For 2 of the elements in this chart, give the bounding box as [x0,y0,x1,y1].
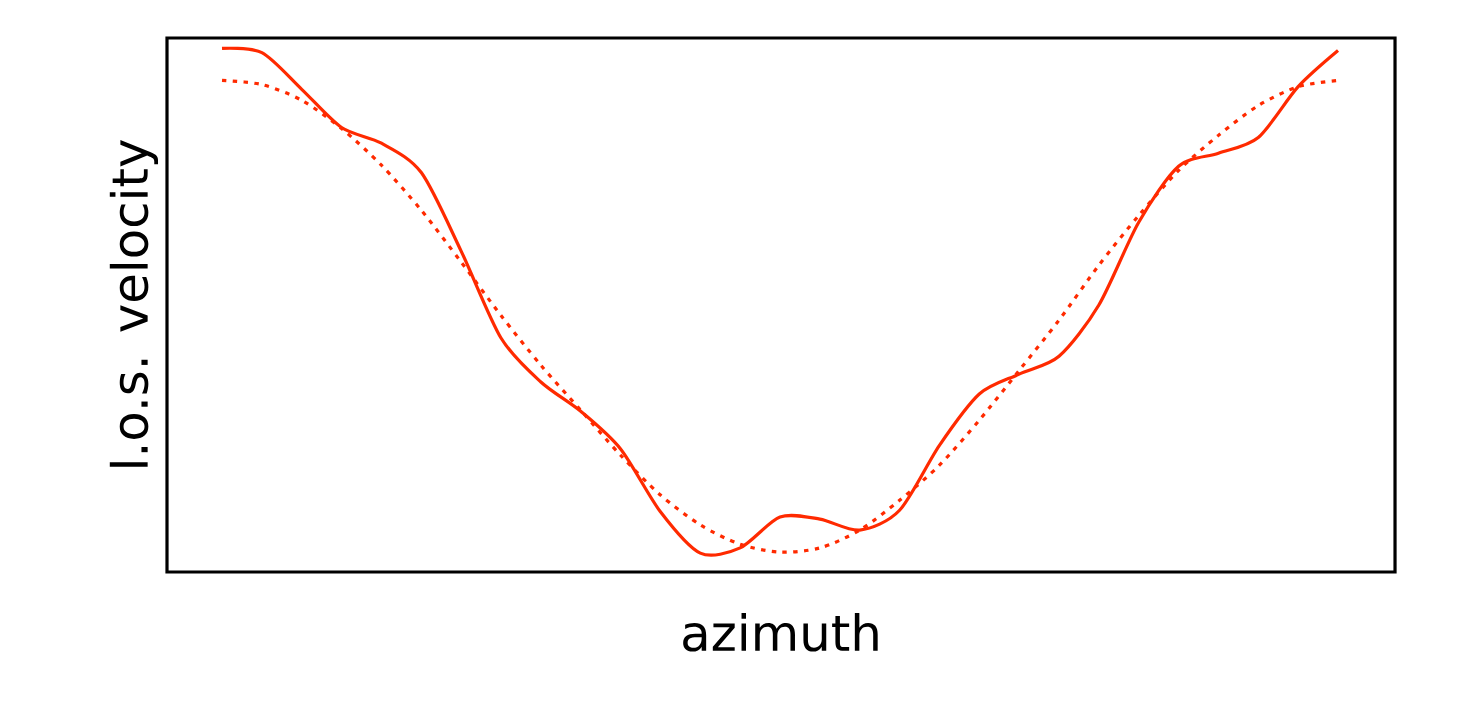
x-axis-title: azimuth [683,613,878,652]
y-axis-title: l.o.s. velocity [109,140,159,467]
